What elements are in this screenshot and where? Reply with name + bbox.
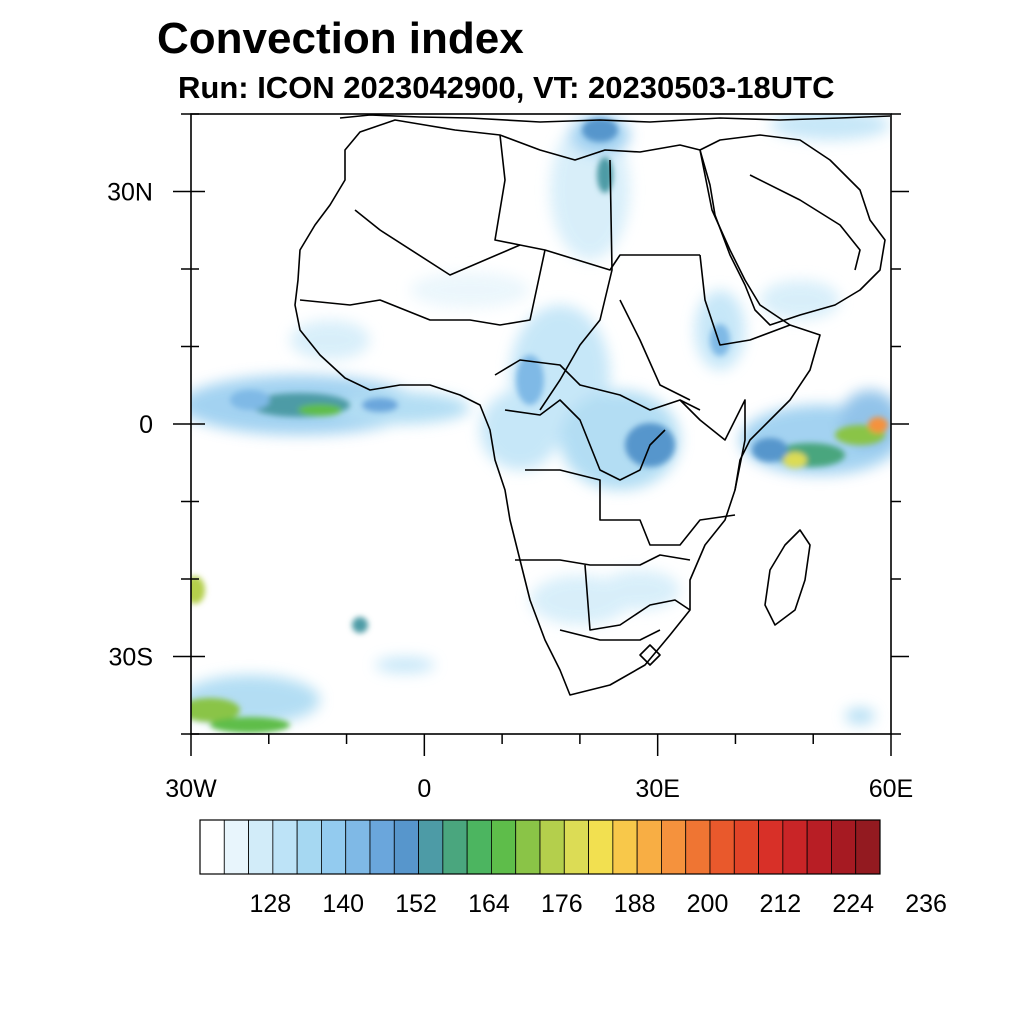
colorbar-label: 176 bbox=[541, 890, 583, 918]
y-tick-label: 30S bbox=[109, 644, 153, 672]
convection-field bbox=[191, 114, 891, 733]
border-3 bbox=[539, 159, 613, 411]
colorbar-swatch bbox=[588, 819, 614, 875]
colorbar-swatch bbox=[758, 819, 784, 875]
colorbar-swatch bbox=[831, 819, 857, 875]
madagascar-coastline bbox=[764, 529, 811, 626]
colorbar-swatch bbox=[466, 819, 492, 875]
border-14 bbox=[559, 629, 661, 641]
colorbar-swatch bbox=[709, 819, 735, 875]
colorbar-swatch bbox=[563, 819, 589, 875]
x-tick-label: 0 bbox=[417, 775, 431, 803]
border-12 bbox=[699, 254, 791, 346]
colorbar-label: 152 bbox=[395, 890, 437, 918]
colorbar-swatch bbox=[272, 819, 298, 875]
axis-labels: 30W 0 30E 60E 30N 0 30S bbox=[107, 179, 913, 804]
colorbar-swatch bbox=[442, 819, 468, 875]
colorbar-swatch bbox=[539, 819, 565, 875]
colorbar-frame bbox=[199, 819, 881, 875]
border-5 bbox=[494, 359, 701, 411]
colorbar-label: 128 bbox=[250, 890, 292, 918]
colorbar-swatch bbox=[636, 819, 662, 875]
colorbar-labels: 128 140 152 164 176 188 200 212 224 236 bbox=[250, 890, 947, 918]
colorbar-swatch bbox=[223, 819, 249, 875]
colorbar-swatch bbox=[733, 819, 759, 875]
colorbar-swatch bbox=[661, 819, 687, 875]
border-9 bbox=[515, 554, 691, 566]
colorbar-swatch bbox=[248, 819, 274, 875]
border-6 bbox=[619, 299, 691, 401]
colorbar-label: 140 bbox=[322, 890, 364, 918]
lesotho bbox=[639, 644, 661, 666]
colorbar-swatch bbox=[393, 819, 419, 875]
europe-coastline bbox=[339, 114, 891, 123]
chart-subtitle: Run: ICON 2023042900, VT: 20230503-18UTC bbox=[178, 70, 835, 105]
colorbar-swatch bbox=[685, 819, 711, 875]
chart-title: Convection index bbox=[157, 14, 524, 63]
africa-coastline bbox=[294, 119, 821, 696]
border-1 bbox=[354, 209, 700, 276]
x-tick-label: 30E bbox=[635, 775, 679, 803]
x-tick-label: 30W bbox=[165, 775, 217, 803]
colorbar-swatch bbox=[321, 819, 347, 875]
x-tick-label: 60E bbox=[869, 775, 913, 803]
colorbar-label: 200 bbox=[687, 890, 729, 918]
colorbar-swatch bbox=[515, 819, 541, 875]
colorbar-swatch bbox=[855, 819, 881, 875]
colorbar-swatch bbox=[345, 819, 371, 875]
colorbar-swatch bbox=[296, 819, 322, 875]
colorbar-label: 188 bbox=[614, 890, 656, 918]
colorbar-swatch bbox=[199, 819, 225, 875]
colorbar-swatch bbox=[418, 819, 444, 875]
colorbar-swatch bbox=[491, 819, 517, 875]
colorbar bbox=[199, 819, 881, 875]
colorbar-label: 164 bbox=[468, 890, 510, 918]
y-tick-label: 0 bbox=[139, 411, 153, 439]
colorbar-swatch bbox=[369, 819, 395, 875]
border-13 bbox=[749, 174, 861, 271]
arabia-coastline bbox=[699, 134, 886, 326]
coastlines-and-borders bbox=[294, 114, 891, 696]
colorbar-swatch bbox=[806, 819, 832, 875]
border-11 bbox=[679, 399, 746, 491]
border-8 bbox=[525, 469, 736, 546]
border-7 bbox=[504, 399, 666, 481]
colorbar-swatch bbox=[612, 819, 638, 875]
colorbar-swatch bbox=[782, 819, 808, 875]
border-4 bbox=[299, 249, 546, 326]
colorbar-label: 224 bbox=[832, 890, 874, 918]
border-10 bbox=[584, 564, 691, 631]
y-tick-label: 30N bbox=[107, 179, 153, 207]
colorbar-label: 236 bbox=[905, 890, 947, 918]
colorbar-label: 212 bbox=[760, 890, 802, 918]
border-2 bbox=[494, 134, 521, 246]
axis-ticks bbox=[173, 113, 909, 756]
